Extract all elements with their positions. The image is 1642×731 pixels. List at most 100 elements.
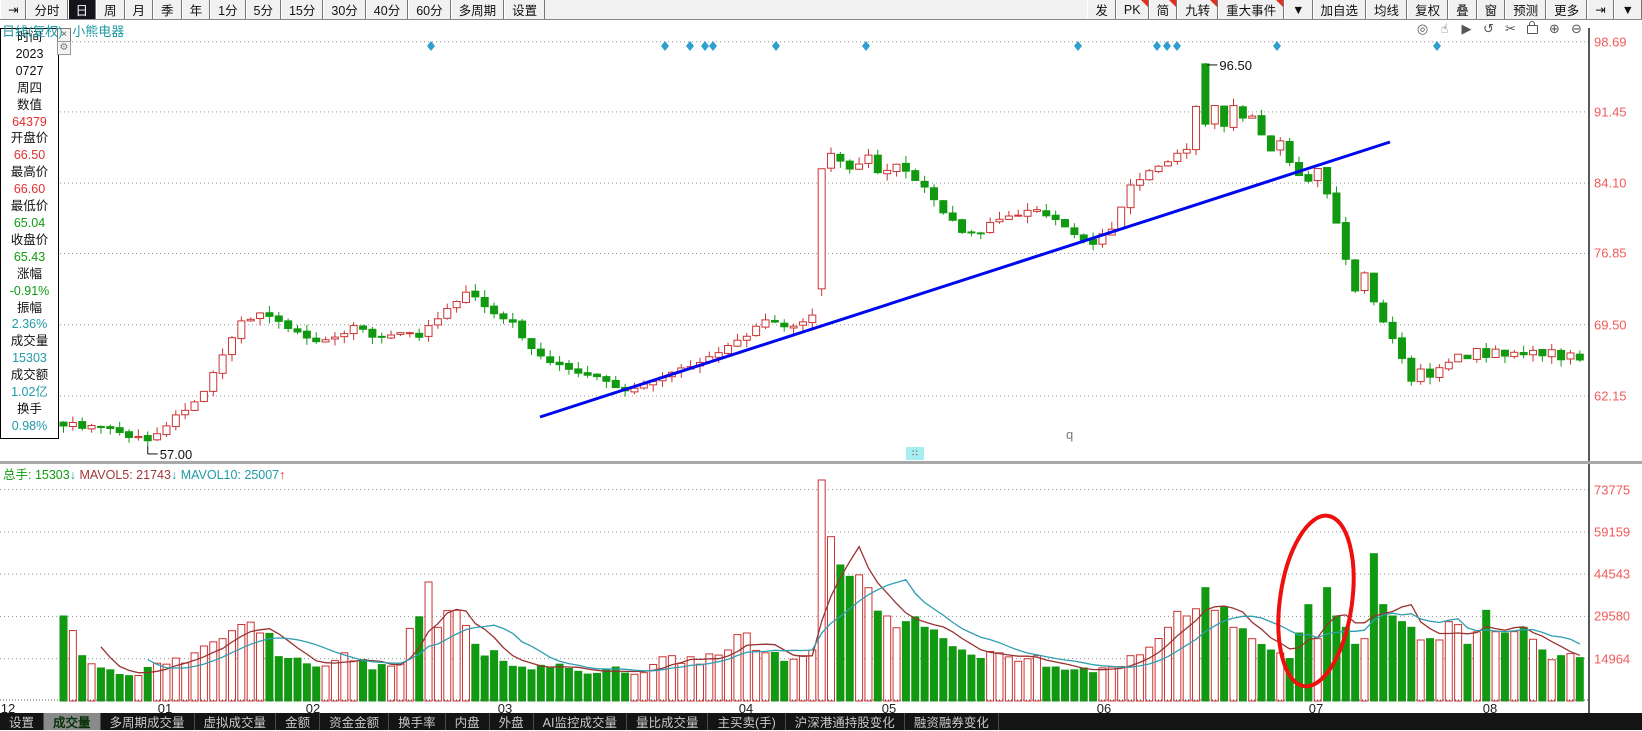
toolbar-button-PK[interactable]: PK <box>1115 0 1149 19</box>
chart-title-row: 日线(复权) 小熊电器 <box>2 21 125 39</box>
toolbar-button-▼[interactable]: ▼ <box>1613 0 1642 19</box>
toolbar-button-5分[interactable]: 5分 <box>245 0 281 19</box>
toolbar-button-设置[interactable]: 设置 <box>504 0 546 19</box>
quote-line: 66.60 <box>13 182 46 197</box>
toolbar-button-窗[interactable]: 窗 <box>1476 0 1506 19</box>
toolbar-button-简[interactable]: 简 <box>1148 0 1178 19</box>
new-flag-icon <box>1140 0 1148 7</box>
month-tick-label: 06 <box>1096 701 1112 716</box>
volume-header-segment: MAVOL5: 21743 <box>79 468 171 482</box>
toolbar-button-15分[interactable]: 15分 <box>280 0 324 19</box>
zoom-out-icon[interactable]: ⊖ <box>1571 20 1582 36</box>
volume-header-segment: MAVOL10: 25007 <box>180 468 280 482</box>
chart-tools: ◎ ☝ ▶ ↺ ✂ ⊕ ⊖ <box>1415 20 1584 36</box>
jump-icon[interactable]: ⇥ <box>1587 0 1614 19</box>
gear-icon[interactable]: ⚙ <box>57 41 71 55</box>
quote-line: 2023 <box>15 46 44 61</box>
quote-line: 0.98% <box>11 418 48 433</box>
eye-icon[interactable]: ◎ <box>1416 20 1429 36</box>
tab-量比成交量[interactable]: 量比成交量 <box>627 713 709 730</box>
toolbar-button-40分[interactable]: 40分 <box>365 0 409 19</box>
event-badge-icon[interactable]: ∷ <box>906 447 924 460</box>
volume-tick-label: 59159 <box>1594 524 1631 540</box>
volume-tick-label: 73775 <box>1594 482 1631 498</box>
svg-text:96.50: 96.50 <box>1219 58 1252 73</box>
toolbar-button-日[interactable]: 日 <box>67 0 97 19</box>
scissors-icon[interactable]: ✂ <box>1505 20 1516 36</box>
quote-line: 最高价 <box>10 165 49 180</box>
toolbar-button-多周期[interactable]: 多周期 <box>450 0 505 19</box>
quote-line: 最低价 <box>10 199 49 214</box>
quote-line: 2.36% <box>11 317 48 332</box>
q-annotation: q <box>1066 427 1074 442</box>
new-flag-icon <box>1276 0 1284 7</box>
tab-金额[interactable]: 金额 <box>276 713 321 730</box>
volume-tick-label: 44543 <box>1594 566 1631 582</box>
tab-主买卖(手)[interactable]: 主买卖(手) <box>708 713 786 730</box>
tab-外盘[interactable]: 外盘 <box>490 713 534 730</box>
toolbar-button-季[interactable]: 季 <box>153 0 182 19</box>
toolbar-button-加自选[interactable]: 加自选 <box>1312 0 1367 19</box>
toolbar-button-60分[interactable]: 60分 <box>408 0 451 19</box>
toolbar-button-▼[interactable]: ▼ <box>1284 0 1313 19</box>
tab-沪深港通持股变化[interactable]: 沪深港通持股变化 <box>786 713 905 730</box>
hand-pan-icon[interactable]: ☝ <box>1440 20 1449 36</box>
quote-line: 数值 <box>16 97 42 112</box>
toolbar-button-叠[interactable]: 叠 <box>1448 0 1477 19</box>
tab-换手率[interactable]: 换手率 <box>389 713 446 730</box>
volume-header-segment: ↑ <box>279 468 286 482</box>
zoom-in-icon[interactable]: ⊕ <box>1549 20 1560 36</box>
lock-icon[interactable] <box>1525 20 1540 37</box>
quote-line: 15303 <box>12 351 47 366</box>
quote-line: 振幅 <box>16 300 42 315</box>
chart-period-label: 日线(复权) <box>2 24 63 39</box>
quote-line: 66.50 <box>13 148 46 163</box>
toolbar-button-年[interactable]: 年 <box>181 0 211 19</box>
quote-line: -0.91% <box>9 283 50 298</box>
jump-to-latest-icon[interactable]: ⇥ <box>0 0 27 19</box>
toolbar-button-1分[interactable]: 1分 <box>210 0 246 19</box>
tab-虚拟成交量[interactable]: 虚拟成交量 <box>195 713 277 730</box>
stock-name: 小熊电器 <box>72 24 125 39</box>
tab-内盘[interactable]: 内盘 <box>446 713 490 730</box>
volume-tick-label: 29580 <box>1594 608 1631 624</box>
price-tick-label: 91.45 <box>1594 104 1627 120</box>
quote-info-panel: × ⚙ 时间 2023 0727 周四 数值 64379 开盘价 66.50 最高价 66.60 最… <box>0 28 71 439</box>
toolbar-button-月[interactable]: 月 <box>124 0 154 19</box>
toolbar-button-九转[interactable]: 九转 <box>1177 0 1219 19</box>
tab-成交量[interactable]: 成交量 <box>44 713 101 730</box>
toolbar-button-复权[interactable]: 复权 <box>1407 0 1449 19</box>
tab-设置[interactable]: 设置 <box>0 713 45 730</box>
toolbar-button-均线[interactable]: 均线 <box>1366 0 1408 19</box>
toolbar-button-预测[interactable]: 预测 <box>1505 0 1547 19</box>
tab-融资融券变化[interactable]: 融资融券变化 <box>905 713 999 730</box>
price-tick-label: 76.85 <box>1594 245 1627 261</box>
play-icon[interactable]: ▶ <box>1461 20 1472 36</box>
toolbar-button-周[interactable]: 周 <box>96 0 125 19</box>
price-tick-label: 98.69 <box>1594 34 1627 50</box>
month-tick-label: 05 <box>881 701 897 716</box>
svg-text:57.00: 57.00 <box>160 447 193 462</box>
quote-line: 1.02亿 <box>11 385 48 400</box>
toolbar-button-更多[interactable]: 更多 <box>1546 0 1588 19</box>
volume-header-segment: 总手: 15303 <box>3 468 70 482</box>
quote-line: 65.04 <box>13 215 46 230</box>
tab-资金金额[interactable]: 资金金额 <box>320 713 390 730</box>
quote-values: 时间 2023 0727 周四 数值 64379 开盘价 66.50 最高价 66.60 最低价 65… <box>1 29 58 435</box>
volume-header-segment: ↓ <box>69 468 80 482</box>
pane-divider[interactable] <box>0 461 1642 464</box>
toolbar-button-重大事件[interactable]: 重大事件 <box>1218 0 1285 19</box>
volume-tick-label: 14964 <box>1594 651 1631 667</box>
close-icon[interactable]: × <box>57 28 71 42</box>
tab-AI监控成交量[interactable]: AI监控成交量 <box>534 713 627 730</box>
toolbar-right-group: 发 PK 简九转 重大事件 ▼ 加自选 均线 复权叠窗预测 更多 ⇥ ▼ <box>1087 0 1642 19</box>
quote-line: 周四 <box>16 80 42 95</box>
month-tick-label: 01 <box>157 701 173 716</box>
tab-多周期成交量[interactable]: 多周期成交量 <box>101 713 195 730</box>
undo-icon[interactable]: ↺ <box>1483 20 1494 36</box>
quote-line: 收盘价 <box>10 232 49 247</box>
toolbar-button-30分[interactable]: 30分 <box>323 0 366 19</box>
toolbar-button-发[interactable]: 发 <box>1087 0 1116 19</box>
toolbar-button-分时[interactable]: 分时 <box>26 0 68 19</box>
